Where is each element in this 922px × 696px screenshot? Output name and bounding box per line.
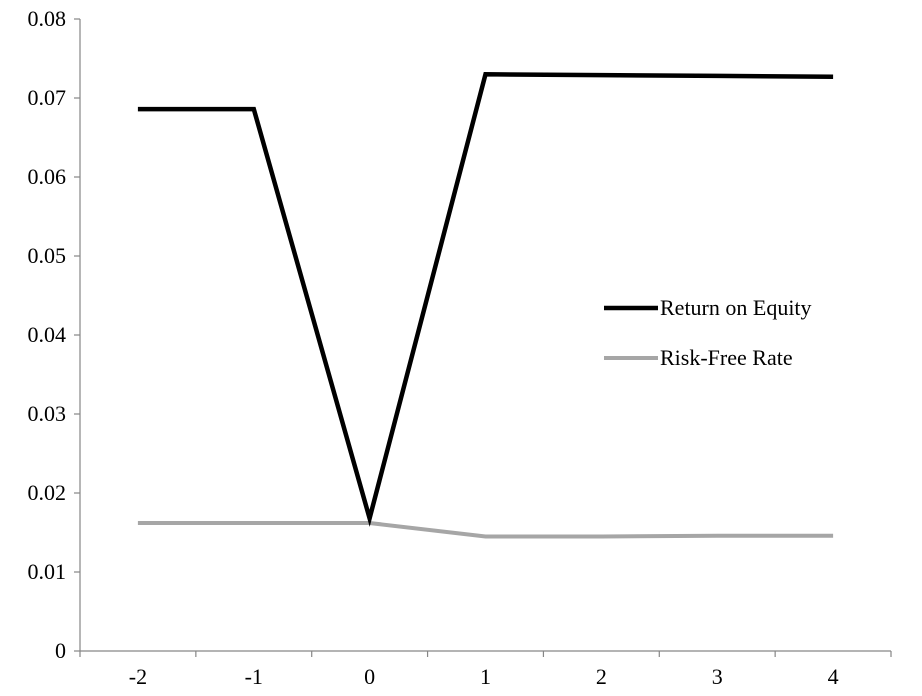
series-layer [137, 72, 834, 539]
legend-label: Return on Equity [660, 295, 812, 320]
series-line-risk-free-rate [137, 521, 834, 539]
y-tick-label: 0.05 [28, 243, 67, 268]
x-tick-label: 2 [596, 664, 607, 689]
y-tick-label: 0.06 [28, 164, 67, 189]
x-tick-label: 3 [712, 664, 723, 689]
y-tick-label: 0.08 [28, 6, 67, 31]
series-line-return-on-equity [137, 72, 834, 527]
y-tick-label: 0.01 [28, 559, 67, 584]
x-tick-label: 1 [480, 664, 491, 689]
y-tick-label: 0.03 [28, 401, 67, 426]
x-tick-label: 0 [364, 664, 375, 689]
x-tick-label: -2 [129, 664, 147, 689]
y-tick-label: 0.04 [28, 322, 67, 347]
axes: 0 0.01 0.02 0.03 0.04 0.05 0.06 0.07 0.08 -2 -1 0 1 2… [28, 6, 892, 689]
x-tick-label: 4 [828, 664, 839, 689]
legend: Return on Equity Risk-Free Rate [604, 295, 812, 370]
x-tick-label: -1 [245, 664, 263, 689]
legend-label: Risk-Free Rate [660, 345, 793, 370]
y-tick-label: 0 [55, 638, 66, 663]
y-tick-label: 0.02 [28, 480, 67, 505]
y-tick-label: 0.07 [28, 85, 67, 110]
